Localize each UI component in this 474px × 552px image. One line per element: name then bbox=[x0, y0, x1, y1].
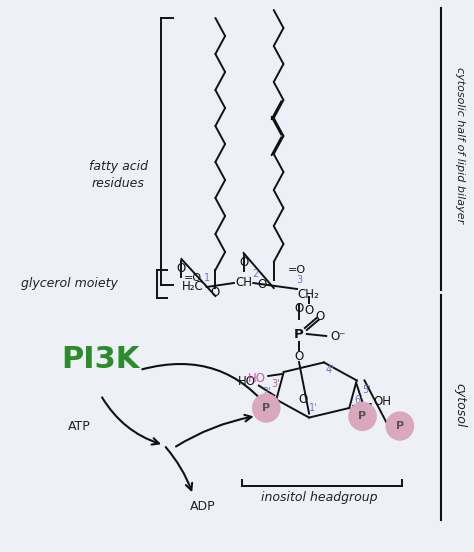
Text: 2': 2' bbox=[262, 386, 271, 396]
Text: OH: OH bbox=[374, 395, 392, 408]
Text: O: O bbox=[294, 301, 304, 315]
Text: 6': 6' bbox=[355, 395, 363, 405]
Text: P: P bbox=[396, 421, 404, 431]
FancyArrowPatch shape bbox=[176, 415, 252, 447]
Circle shape bbox=[253, 394, 280, 422]
FancyArrowPatch shape bbox=[166, 447, 192, 490]
Text: 1: 1 bbox=[203, 273, 210, 283]
Text: O: O bbox=[304, 305, 313, 317]
Text: cytosol: cytosol bbox=[454, 383, 467, 427]
FancyArrowPatch shape bbox=[142, 364, 273, 414]
Text: =O: =O bbox=[183, 273, 202, 283]
Text: 1': 1' bbox=[309, 402, 317, 412]
Text: H₂C: H₂C bbox=[182, 280, 204, 294]
Text: O: O bbox=[257, 278, 267, 290]
Text: =O: =O bbox=[287, 265, 305, 275]
Text: glycerol moiety: glycerol moiety bbox=[21, 278, 118, 290]
Text: CH₂: CH₂ bbox=[298, 289, 319, 301]
Text: 3': 3' bbox=[272, 379, 280, 389]
Text: 5': 5' bbox=[362, 385, 371, 395]
Text: O⁻: O⁻ bbox=[330, 330, 346, 342]
Text: fatty acid
residues: fatty acid residues bbox=[89, 160, 148, 190]
Text: O: O bbox=[294, 349, 304, 363]
Text: O: O bbox=[316, 310, 325, 322]
Text: O: O bbox=[239, 257, 248, 269]
Text: 3: 3 bbox=[296, 275, 302, 285]
Text: HO: HO bbox=[238, 375, 256, 388]
Text: HO: HO bbox=[247, 371, 265, 385]
Text: inositol headgroup: inositol headgroup bbox=[261, 491, 378, 505]
Text: O: O bbox=[299, 393, 308, 406]
Circle shape bbox=[349, 402, 376, 431]
Circle shape bbox=[386, 412, 413, 440]
Text: CH: CH bbox=[235, 277, 252, 289]
Text: 2: 2 bbox=[252, 269, 258, 279]
Text: PI3K: PI3K bbox=[62, 346, 140, 374]
Text: ADP: ADP bbox=[190, 500, 216, 513]
Text: P: P bbox=[294, 327, 304, 341]
Text: ATP: ATP bbox=[68, 420, 91, 433]
FancyArrowPatch shape bbox=[102, 397, 159, 444]
Text: P: P bbox=[358, 411, 366, 421]
Text: 4': 4' bbox=[326, 365, 334, 375]
Text: O: O bbox=[211, 285, 220, 299]
Text: cytosolic half of lipid bilayer: cytosolic half of lipid bilayer bbox=[456, 67, 465, 223]
Text: P: P bbox=[262, 403, 270, 413]
Text: O: O bbox=[177, 263, 186, 275]
